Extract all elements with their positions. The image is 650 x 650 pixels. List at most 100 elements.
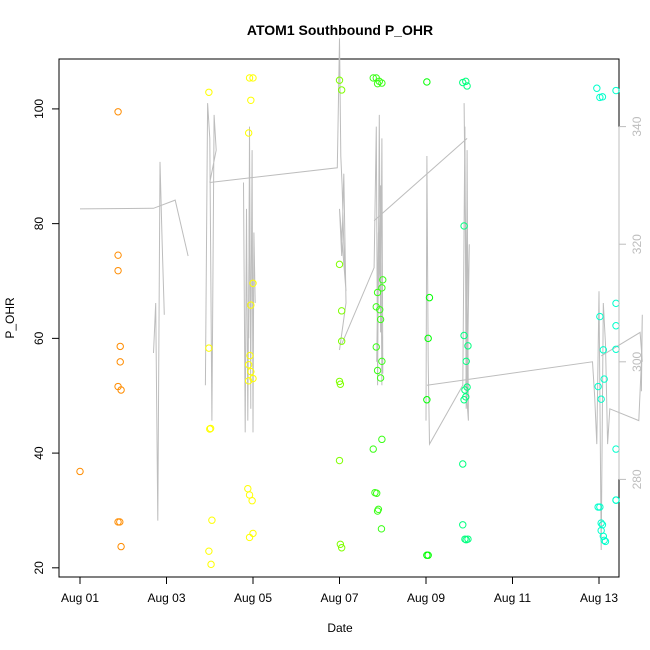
scatter-series xyxy=(76,74,620,569)
data-point xyxy=(599,346,608,354)
data-point xyxy=(378,284,386,292)
data-point xyxy=(244,129,253,137)
data-point xyxy=(378,357,386,366)
data-point xyxy=(373,366,382,375)
series-line xyxy=(425,103,470,446)
data-point xyxy=(424,551,432,559)
data-point xyxy=(208,516,216,524)
data-point xyxy=(379,276,387,284)
data-point xyxy=(612,445,620,453)
data-point xyxy=(372,343,380,351)
data-point xyxy=(425,293,434,302)
data-point xyxy=(601,537,610,546)
data-point xyxy=(247,367,255,376)
series-line xyxy=(426,291,643,551)
data-point xyxy=(76,467,84,476)
data-point xyxy=(464,535,472,543)
data-point xyxy=(373,507,382,515)
data-point xyxy=(244,377,253,385)
data-point xyxy=(206,425,214,433)
data-point xyxy=(114,108,122,116)
data-point xyxy=(372,489,381,497)
data-point xyxy=(423,396,431,404)
data-point xyxy=(249,279,257,287)
data-point xyxy=(424,334,432,343)
y-axis-label: P_OHR xyxy=(3,297,17,339)
data-point xyxy=(459,460,467,468)
series-line xyxy=(153,161,165,521)
data-point xyxy=(597,395,605,403)
data-point xyxy=(247,301,255,309)
data-point xyxy=(205,88,213,96)
data-point xyxy=(114,251,122,259)
data-point xyxy=(336,380,345,388)
data-point xyxy=(248,497,256,505)
data-point xyxy=(464,342,472,350)
data-point xyxy=(245,74,254,82)
axes: Aug 01 Aug 03 Aug 05 Aug 07 Aug 09 Aug 11 Aug … xyxy=(32,99,644,605)
data-point xyxy=(249,374,257,383)
y2-tick-label: 280 xyxy=(630,469,644,489)
data-point xyxy=(460,222,468,230)
data-point xyxy=(378,435,386,444)
x-tick-label: Aug 09 xyxy=(407,591,445,605)
y2-tick-label: 340 xyxy=(630,116,644,136)
x-tick-label: Aug 11 xyxy=(494,591,531,605)
data-point xyxy=(373,79,382,88)
data-point xyxy=(593,84,601,92)
data-point xyxy=(205,344,213,352)
data-point xyxy=(337,86,346,94)
data-point xyxy=(205,547,213,555)
data-point xyxy=(335,260,344,269)
x-tick-label: Aug 03 xyxy=(147,591,185,605)
data-point xyxy=(373,288,382,297)
data-point xyxy=(244,361,253,369)
y-tick-label: 60 xyxy=(32,331,46,345)
data-point xyxy=(337,337,346,345)
x-tick-label: Aug 13 xyxy=(580,591,618,605)
data-point xyxy=(116,518,124,526)
data-point xyxy=(369,74,377,82)
data-point xyxy=(246,351,254,360)
data-point xyxy=(462,357,470,366)
series-line xyxy=(373,138,468,222)
x-tick-label: Aug 07 xyxy=(320,591,358,605)
data-point xyxy=(461,386,469,394)
series-line xyxy=(209,38,347,351)
data-point xyxy=(460,396,468,404)
data-point xyxy=(249,74,257,82)
chart-title: ATOM1 Southbound P_OHR xyxy=(247,22,433,38)
series-line xyxy=(600,331,643,362)
data-point xyxy=(598,93,607,101)
data-point xyxy=(463,82,471,90)
data-point xyxy=(247,96,255,105)
series-line xyxy=(341,114,384,386)
x-tick-label: Aug 01 xyxy=(61,591,99,605)
data-point xyxy=(335,76,344,84)
data-point xyxy=(378,79,386,87)
data-point xyxy=(596,312,604,321)
plot-frame xyxy=(58,58,620,578)
x-tick-label: Aug 05 xyxy=(234,591,272,605)
data-point xyxy=(462,77,470,86)
data-point xyxy=(596,503,604,511)
data-point xyxy=(337,544,346,552)
data-point xyxy=(612,496,620,504)
series-line xyxy=(248,126,252,409)
data-point xyxy=(423,78,431,86)
data-point xyxy=(612,86,620,95)
data-point xyxy=(116,342,124,351)
y2-tick-label: 320 xyxy=(630,234,644,254)
data-point xyxy=(244,484,252,493)
data-point xyxy=(249,529,257,538)
data-point xyxy=(335,456,344,465)
data-point xyxy=(207,560,215,569)
data-point xyxy=(459,521,467,529)
data-point xyxy=(594,382,602,391)
data-point xyxy=(117,542,125,551)
data-point xyxy=(117,386,125,394)
data-point xyxy=(612,299,620,308)
data-point xyxy=(376,305,384,314)
y-tick-label: 40 xyxy=(32,446,46,460)
